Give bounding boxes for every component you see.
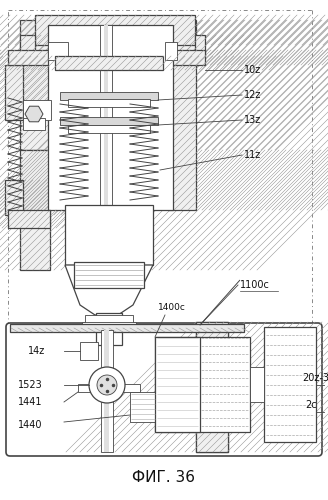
Bar: [48, 42, 68, 60]
Bar: [68, 125, 150, 133]
Bar: [196, 322, 228, 452]
Bar: [155, 337, 200, 432]
Polygon shape: [65, 265, 153, 315]
Bar: [168, 20, 196, 210]
Bar: [20, 20, 50, 150]
Bar: [264, 327, 316, 442]
Bar: [65, 205, 153, 265]
Bar: [5, 65, 23, 120]
Bar: [48, 25, 173, 210]
Bar: [10, 324, 244, 332]
Bar: [196, 322, 228, 452]
Text: 20z-3: 20z-3: [302, 373, 328, 383]
Text: 11z: 11z: [244, 150, 261, 160]
Bar: [250, 367, 264, 402]
Bar: [104, 330, 109, 452]
Bar: [23, 118, 45, 130]
Bar: [96, 313, 122, 345]
Bar: [100, 25, 112, 345]
Bar: [55, 56, 163, 70]
Bar: [20, 35, 35, 55]
Bar: [23, 100, 51, 120]
Text: 12z: 12z: [244, 90, 261, 100]
Bar: [74, 262, 144, 288]
Bar: [165, 42, 177, 60]
FancyBboxPatch shape: [6, 323, 322, 456]
Bar: [85, 315, 133, 325]
Bar: [8, 210, 50, 228]
Text: 2c: 2c: [305, 400, 317, 410]
Text: ФИГ. 36: ФИГ. 36: [133, 470, 195, 486]
Text: 1441: 1441: [18, 397, 43, 407]
Text: 1523: 1523: [18, 380, 43, 390]
Bar: [155, 337, 250, 432]
Bar: [101, 330, 113, 452]
Text: 1440: 1440: [18, 420, 43, 430]
Circle shape: [89, 367, 125, 403]
Bar: [82, 322, 136, 330]
Bar: [35, 15, 195, 45]
Bar: [20, 150, 50, 270]
Bar: [55, 30, 167, 205]
Circle shape: [97, 375, 117, 395]
Bar: [8, 50, 205, 65]
Bar: [195, 35, 205, 55]
Bar: [60, 92, 158, 100]
Text: 1100c: 1100c: [240, 280, 270, 290]
Bar: [130, 392, 156, 422]
Bar: [55, 56, 163, 70]
Bar: [8, 210, 50, 228]
Text: 10z: 10z: [244, 65, 261, 75]
Text: 13z: 13z: [244, 115, 261, 125]
Bar: [78, 384, 140, 392]
Bar: [5, 180, 23, 215]
Bar: [104, 25, 108, 345]
Text: 14z: 14z: [28, 346, 45, 356]
Bar: [68, 99, 150, 107]
Bar: [60, 117, 158, 125]
Bar: [80, 342, 98, 360]
Text: 1400c: 1400c: [158, 303, 186, 312]
